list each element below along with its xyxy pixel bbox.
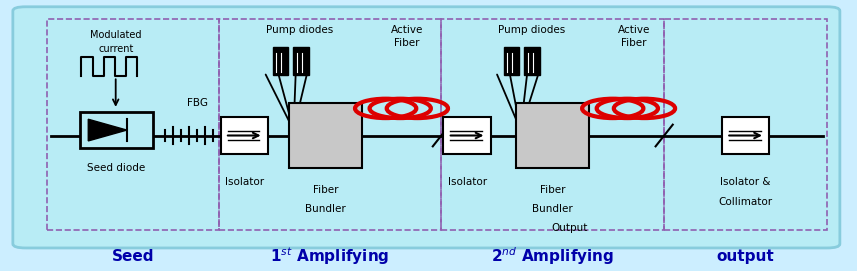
- Text: Isolator &: Isolator &: [721, 177, 770, 186]
- Text: FBG: FBG: [187, 98, 207, 108]
- Bar: [504, 47, 519, 75]
- Text: Modulated: Modulated: [90, 30, 141, 40]
- FancyBboxPatch shape: [13, 7, 840, 248]
- Text: Seed: Seed: [111, 249, 154, 264]
- Text: 1$^{st}$ Amplifying: 1$^{st}$ Amplifying: [270, 245, 390, 267]
- Text: Fiber: Fiber: [540, 185, 566, 195]
- Bar: [524, 47, 540, 75]
- Text: Output: Output: [552, 223, 588, 233]
- Text: output: output: [716, 249, 775, 264]
- Bar: [444, 117, 491, 154]
- Text: Fiber: Fiber: [621, 38, 647, 48]
- Text: current: current: [98, 44, 134, 54]
- Text: Seed diode: Seed diode: [87, 163, 145, 173]
- Text: Pump diodes: Pump diodes: [498, 25, 565, 35]
- Bar: [516, 103, 589, 168]
- Text: Isolator: Isolator: [225, 177, 264, 186]
- Text: Bundler: Bundler: [532, 204, 573, 214]
- Bar: [664, 19, 827, 230]
- Text: Active: Active: [391, 25, 423, 35]
- Bar: [220, 117, 267, 154]
- Text: Fiber: Fiber: [394, 38, 420, 48]
- Text: Fiber: Fiber: [313, 185, 339, 195]
- Text: 2$^{nd}$ Amplifying: 2$^{nd}$ Amplifying: [491, 245, 614, 267]
- Text: Active: Active: [618, 25, 650, 35]
- Bar: [219, 19, 441, 230]
- Text: Pump diodes: Pump diodes: [267, 25, 333, 35]
- Bar: [441, 19, 664, 230]
- Text: Isolator: Isolator: [447, 177, 487, 186]
- Text: Collimator: Collimator: [718, 197, 773, 207]
- Text: Bundler: Bundler: [305, 204, 346, 214]
- Polygon shape: [88, 119, 127, 141]
- Bar: [273, 47, 288, 75]
- Bar: [80, 112, 153, 148]
- Bar: [722, 117, 770, 154]
- Bar: [47, 19, 219, 230]
- Bar: [289, 103, 362, 168]
- Bar: [293, 47, 309, 75]
